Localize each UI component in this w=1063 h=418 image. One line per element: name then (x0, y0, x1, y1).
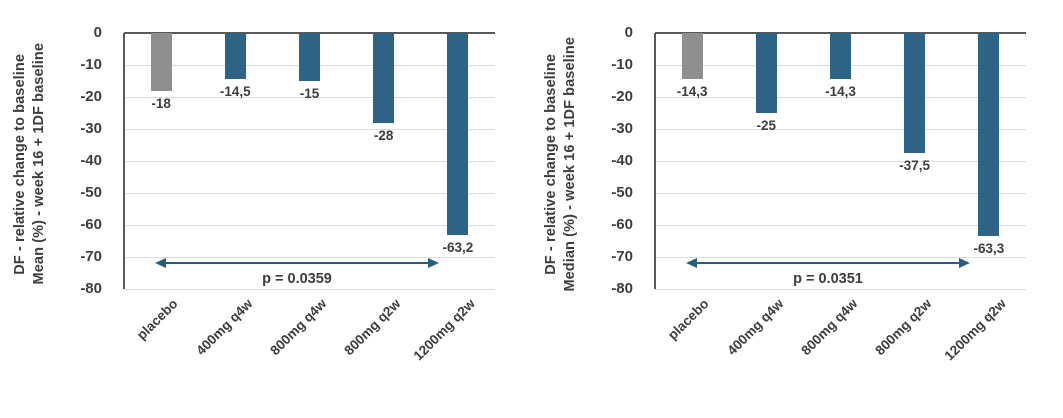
x-category-label: 400mg q4w (723, 296, 786, 359)
gridline (124, 193, 495, 194)
gridline (655, 97, 1026, 98)
gridline (124, 129, 495, 130)
y-tick-label: -50 (611, 184, 633, 201)
bar-value-label: -14,3 (676, 83, 708, 99)
gridline (655, 289, 1026, 290)
bar-400mg-q4w (755, 33, 777, 113)
bar-value-label: -37,5 (899, 158, 931, 173)
x-category-label: placebo (665, 296, 712, 343)
chart-panel-mean: DF - relative change to baseline Mean (%… (0, 0, 531, 418)
x-category-label: 800mg q2w (872, 296, 935, 359)
p-value-annotation-median: p = 0.0351 (793, 271, 863, 287)
bar-800mg-q4w (830, 33, 851, 79)
gridline (124, 97, 495, 98)
bar-value-label: -15 (299, 86, 320, 101)
x-category-label: 800mg q4w (267, 296, 330, 359)
x-category-label: 1200mg q2w (410, 296, 478, 364)
y-axis-line (654, 33, 656, 289)
gridline (655, 193, 1026, 194)
gridline (124, 161, 495, 162)
y-tick-label: -60 (611, 216, 633, 233)
y-tick-label: 0 (624, 24, 633, 41)
y-tick-label: -30 (611, 120, 633, 137)
plot-area-mean: 0 -10 -20 -30 -40 -50 -60 -70 -80 -18 placebo -14,5… (0, 0, 531, 418)
bar-value-label: -63,3 (973, 240, 1005, 256)
plot-area-median: 0 -10 -20 -30 -40 -50 -60 -70 -80 -14,3 placebo -25… (531, 0, 1062, 418)
bar-value-label: -63,2 (442, 240, 474, 256)
bar-placebo (150, 33, 172, 91)
gridline (124, 257, 495, 258)
bar-1200mg-q2w (447, 33, 469, 236)
arrow-right-head (427, 257, 439, 268)
gridline (655, 129, 1026, 130)
y-tick-label: -80 (80, 280, 102, 297)
y-tick-label: -10 (80, 56, 102, 73)
bar-800mg-q2w (904, 33, 926, 153)
y-tick-label: -60 (80, 216, 102, 233)
y-tick-label: -50 (80, 184, 102, 201)
bar-placebo (681, 33, 703, 79)
bar-value-label: -18 (151, 95, 171, 111)
bar-800mg-q4w (299, 33, 320, 81)
bar-1200mg-q2w (978, 33, 1000, 236)
y-tick-label: -10 (611, 56, 633, 73)
significance-arrow (695, 262, 961, 265)
p-value-annotation-mean: p = 0.0359 (262, 271, 332, 287)
y-axis-line (123, 33, 125, 289)
y-tick-label: 0 (93, 24, 102, 41)
gridline (655, 161, 1026, 162)
gridline (124, 289, 495, 290)
y-tick-label: -20 (611, 88, 633, 105)
y-tick-label: -30 (80, 120, 102, 137)
bar-value-label: -25 (756, 118, 777, 133)
chart-panel-median: DF - relative change to baseline Median … (531, 0, 1062, 418)
x-category-label: 800mg q4w (798, 296, 861, 359)
y-tick-label: -40 (611, 152, 633, 169)
y-tick-label: -20 (80, 88, 102, 105)
gridline (124, 225, 495, 226)
bar-value-label: -14,3 (825, 83, 856, 99)
bar-800mg-q2w (373, 33, 395, 123)
arrow-left-head (686, 257, 698, 268)
gridline (655, 257, 1026, 258)
arrow-right-head (958, 257, 970, 268)
arrow-left-head (155, 257, 167, 268)
y-tick-label: -70 (80, 248, 102, 265)
y-tick-label: -40 (80, 152, 102, 169)
gridline (655, 225, 1026, 226)
x-category-label: 800mg q2w (341, 296, 404, 359)
x-category-label: placebo (134, 296, 181, 343)
x-category-label: 1200mg q2w (941, 296, 1009, 364)
y-tick-label: -70 (611, 248, 633, 265)
bar-value-label: -28 (373, 127, 394, 143)
bar-400mg-q4w (224, 33, 246, 80)
y-tick-label: -80 (611, 280, 633, 297)
significance-arrow (164, 262, 430, 265)
x-category-label: 400mg q4w (192, 296, 255, 359)
bar-value-label: -14,5 (219, 84, 251, 100)
